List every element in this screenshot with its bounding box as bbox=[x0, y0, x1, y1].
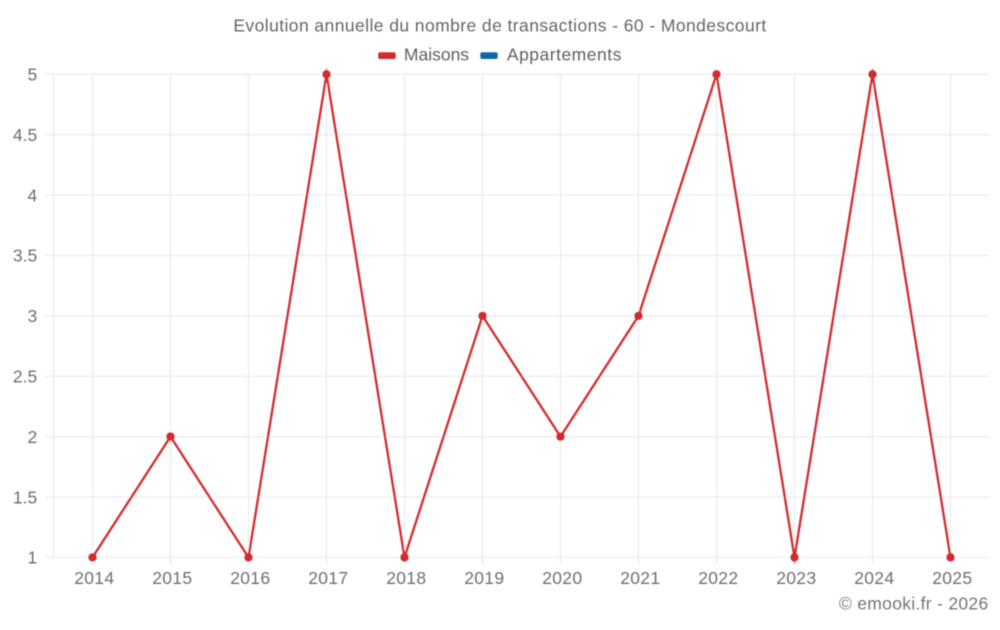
svg-text:2021: 2021 bbox=[620, 568, 660, 588]
svg-text:Appartements: Appartements bbox=[507, 44, 622, 64]
svg-text:Maisons: Maisons bbox=[404, 44, 469, 64]
svg-text:2017: 2017 bbox=[308, 568, 348, 588]
svg-text:5: 5 bbox=[27, 65, 37, 85]
svg-text:2016: 2016 bbox=[230, 568, 270, 588]
svg-text:2019: 2019 bbox=[464, 568, 504, 588]
svg-text:© emooki.fr - 2026: © emooki.fr - 2026 bbox=[839, 593, 989, 613]
svg-text:4: 4 bbox=[27, 185, 37, 205]
svg-text:2014: 2014 bbox=[74, 568, 114, 588]
svg-text:Evolution annuelle du nombre d: Evolution annuelle du nombre de transact… bbox=[233, 15, 766, 35]
svg-text:4.5: 4.5 bbox=[13, 125, 37, 145]
svg-text:1.5: 1.5 bbox=[13, 487, 37, 507]
svg-text:2018: 2018 bbox=[386, 568, 426, 588]
svg-text:2023: 2023 bbox=[776, 568, 816, 588]
svg-text:2015: 2015 bbox=[152, 568, 192, 588]
svg-text:3.5: 3.5 bbox=[13, 246, 37, 266]
svg-text:2025: 2025 bbox=[932, 568, 972, 588]
svg-text:2024: 2024 bbox=[854, 568, 894, 588]
svg-text:2020: 2020 bbox=[542, 568, 582, 588]
svg-text:3: 3 bbox=[27, 306, 37, 326]
svg-text:2: 2 bbox=[27, 427, 37, 447]
svg-text:2.5: 2.5 bbox=[13, 367, 37, 387]
svg-text:1: 1 bbox=[27, 548, 37, 568]
svg-text:2022: 2022 bbox=[698, 568, 738, 588]
